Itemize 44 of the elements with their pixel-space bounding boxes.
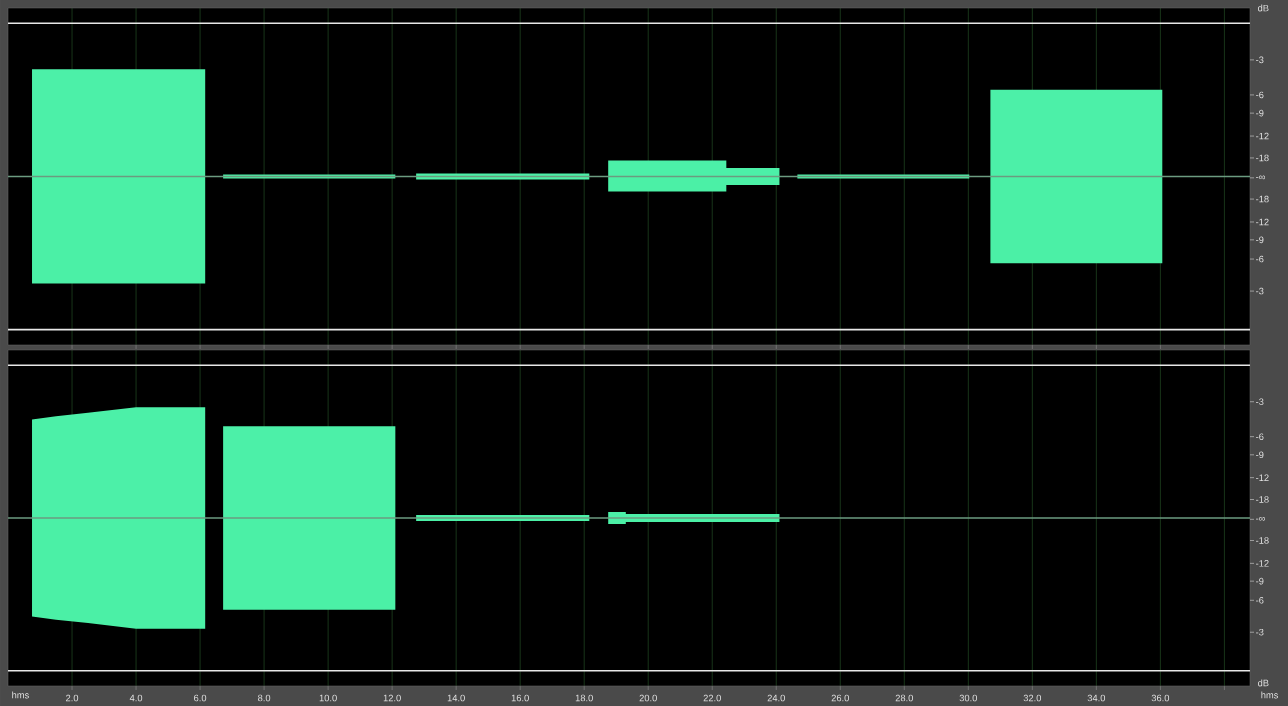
text: -18 xyxy=(1256,496,1269,503)
x-tick-label: 18.0 xyxy=(575,694,593,702)
text: -12 xyxy=(1256,560,1269,567)
x-tick-label: 32.0 xyxy=(1023,694,1042,702)
text: -9 xyxy=(1256,109,1264,117)
text: -∞ xyxy=(1256,175,1265,180)
text: -3 xyxy=(1256,398,1264,406)
x-tick-label: 20.0 xyxy=(639,694,657,702)
x-tick-label: 24.0 xyxy=(767,694,785,702)
text: -12 xyxy=(1256,218,1269,226)
text: -9 xyxy=(1256,236,1264,244)
x-tick-label: 12.0 xyxy=(383,694,401,702)
x-tick-label: 2.0 xyxy=(66,694,79,702)
x-tick-label: 8.0 xyxy=(258,694,271,702)
text: -3 xyxy=(1256,287,1264,295)
y-axis-title: dB xyxy=(1258,679,1269,687)
text: -6 xyxy=(1256,255,1264,263)
x-axis-title: hms xyxy=(12,691,29,699)
x-tick-label: 30.0 xyxy=(959,694,978,702)
text: -9 xyxy=(1256,451,1264,459)
text: -6 xyxy=(1256,91,1264,99)
x-tick-label: 22.0 xyxy=(703,694,721,702)
text: -6 xyxy=(1256,597,1264,604)
text: -18 xyxy=(1256,195,1269,203)
x-tick-label: 14.0 xyxy=(447,694,465,702)
x-tick-label: 6.0 xyxy=(194,694,207,702)
text: -3 xyxy=(1256,628,1264,636)
x-tick-label: 26.0 xyxy=(831,694,849,702)
x-tick-label: 10.0 xyxy=(319,694,337,702)
x-tick-label: 4.0 xyxy=(129,694,143,702)
text: -6 xyxy=(1256,433,1264,440)
text: -18 xyxy=(1256,537,1269,544)
text: -12 xyxy=(1256,474,1269,481)
text: -9 xyxy=(1256,577,1264,585)
text: -18 xyxy=(1256,154,1269,162)
x-tick-label: 28.0 xyxy=(895,694,914,702)
x-tick-label: 36.0 xyxy=(1151,694,1170,702)
text: -3 xyxy=(1256,56,1264,64)
text: -∞ xyxy=(1256,517,1265,521)
x-tick-label: 16.0 xyxy=(511,694,529,702)
text: hms xyxy=(1261,691,1279,699)
text: -12 xyxy=(1256,132,1269,140)
y-axis-title: dB xyxy=(1258,4,1269,12)
x-tick-label: 34.0 xyxy=(1087,694,1106,702)
